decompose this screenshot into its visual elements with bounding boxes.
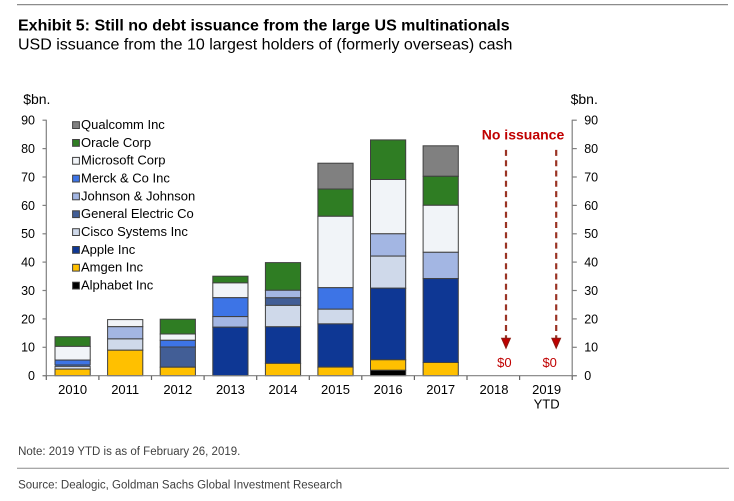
svg-text:0: 0 bbox=[28, 369, 35, 383]
svg-text:YTD: YTD bbox=[534, 397, 560, 412]
svg-text:2014: 2014 bbox=[269, 382, 298, 397]
svg-text:Alphabet Inc: Alphabet Inc bbox=[81, 278, 154, 293]
svg-text:60: 60 bbox=[584, 199, 598, 213]
svg-text:General Electric Co: General Electric Co bbox=[81, 206, 194, 221]
svg-text:2018: 2018 bbox=[480, 382, 509, 397]
svg-text:$bn.: $bn. bbox=[571, 91, 598, 107]
svg-text:20: 20 bbox=[584, 312, 598, 326]
svg-text:50: 50 bbox=[584, 227, 598, 241]
svg-text:Exhibit 5: Still no debt issua: Exhibit 5: Still no debt issuance from t… bbox=[18, 18, 510, 35]
svg-text:10: 10 bbox=[21, 341, 35, 355]
svg-text:2017: 2017 bbox=[426, 382, 455, 397]
svg-text:Johnson & Johnson: Johnson & Johnson bbox=[81, 188, 195, 203]
svg-text:2013: 2013 bbox=[216, 382, 245, 397]
svg-text:USD issuance from the 10 large: USD issuance from the 10 largest holders… bbox=[18, 36, 512, 53]
svg-text:$bn.: $bn. bbox=[23, 91, 50, 107]
svg-text:30: 30 bbox=[21, 284, 35, 298]
svg-text:40: 40 bbox=[584, 256, 598, 270]
svg-text:Apple Inc: Apple Inc bbox=[81, 242, 136, 257]
svg-text:90: 90 bbox=[21, 114, 35, 128]
svg-text:Cisco Systems Inc: Cisco Systems Inc bbox=[81, 224, 188, 239]
svg-text:50: 50 bbox=[21, 227, 35, 241]
svg-text:70: 70 bbox=[584, 170, 598, 184]
svg-text:20: 20 bbox=[21, 312, 35, 326]
svg-text:2010: 2010 bbox=[58, 382, 87, 397]
svg-text:2012: 2012 bbox=[163, 382, 192, 397]
svg-text:Microsoft Corp: Microsoft Corp bbox=[81, 153, 166, 168]
svg-text:80: 80 bbox=[21, 142, 35, 156]
svg-text:Amgen Inc: Amgen Inc bbox=[81, 260, 144, 275]
svg-text:10: 10 bbox=[584, 341, 598, 355]
svg-text:No issuance: No issuance bbox=[482, 127, 565, 143]
svg-text:Oracle Corp: Oracle Corp bbox=[81, 135, 151, 150]
svg-text:Qualcomm Inc: Qualcomm Inc bbox=[81, 117, 165, 132]
svg-text:2019: 2019 bbox=[532, 382, 561, 397]
svg-text:90: 90 bbox=[584, 114, 598, 128]
svg-text:Merck & Co Inc: Merck & Co Inc bbox=[81, 171, 170, 186]
svg-text:Source: Dealogic, Goldman Sach: Source: Dealogic, Goldman Sachs Global I… bbox=[18, 479, 342, 491]
svg-text:80: 80 bbox=[584, 142, 598, 156]
svg-text:$0: $0 bbox=[497, 355, 511, 370]
svg-text:2011: 2011 bbox=[111, 382, 139, 397]
svg-text:60: 60 bbox=[21, 199, 35, 213]
svg-text:Note: 2019 YTD is as of Februa: Note: 2019 YTD is as of February 26, 201… bbox=[18, 446, 240, 458]
svg-text:2015: 2015 bbox=[321, 382, 350, 397]
svg-text:70: 70 bbox=[21, 170, 35, 184]
svg-text:40: 40 bbox=[21, 256, 35, 270]
svg-text:$0: $0 bbox=[542, 355, 556, 370]
svg-text:30: 30 bbox=[584, 284, 598, 298]
svg-text:0: 0 bbox=[584, 369, 591, 383]
svg-text:2016: 2016 bbox=[374, 382, 403, 397]
